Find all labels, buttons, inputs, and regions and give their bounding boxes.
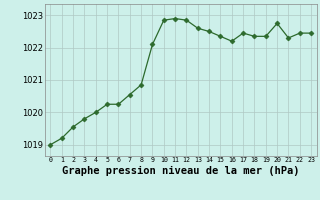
X-axis label: Graphe pression niveau de la mer (hPa): Graphe pression niveau de la mer (hPa) xyxy=(62,166,300,176)
